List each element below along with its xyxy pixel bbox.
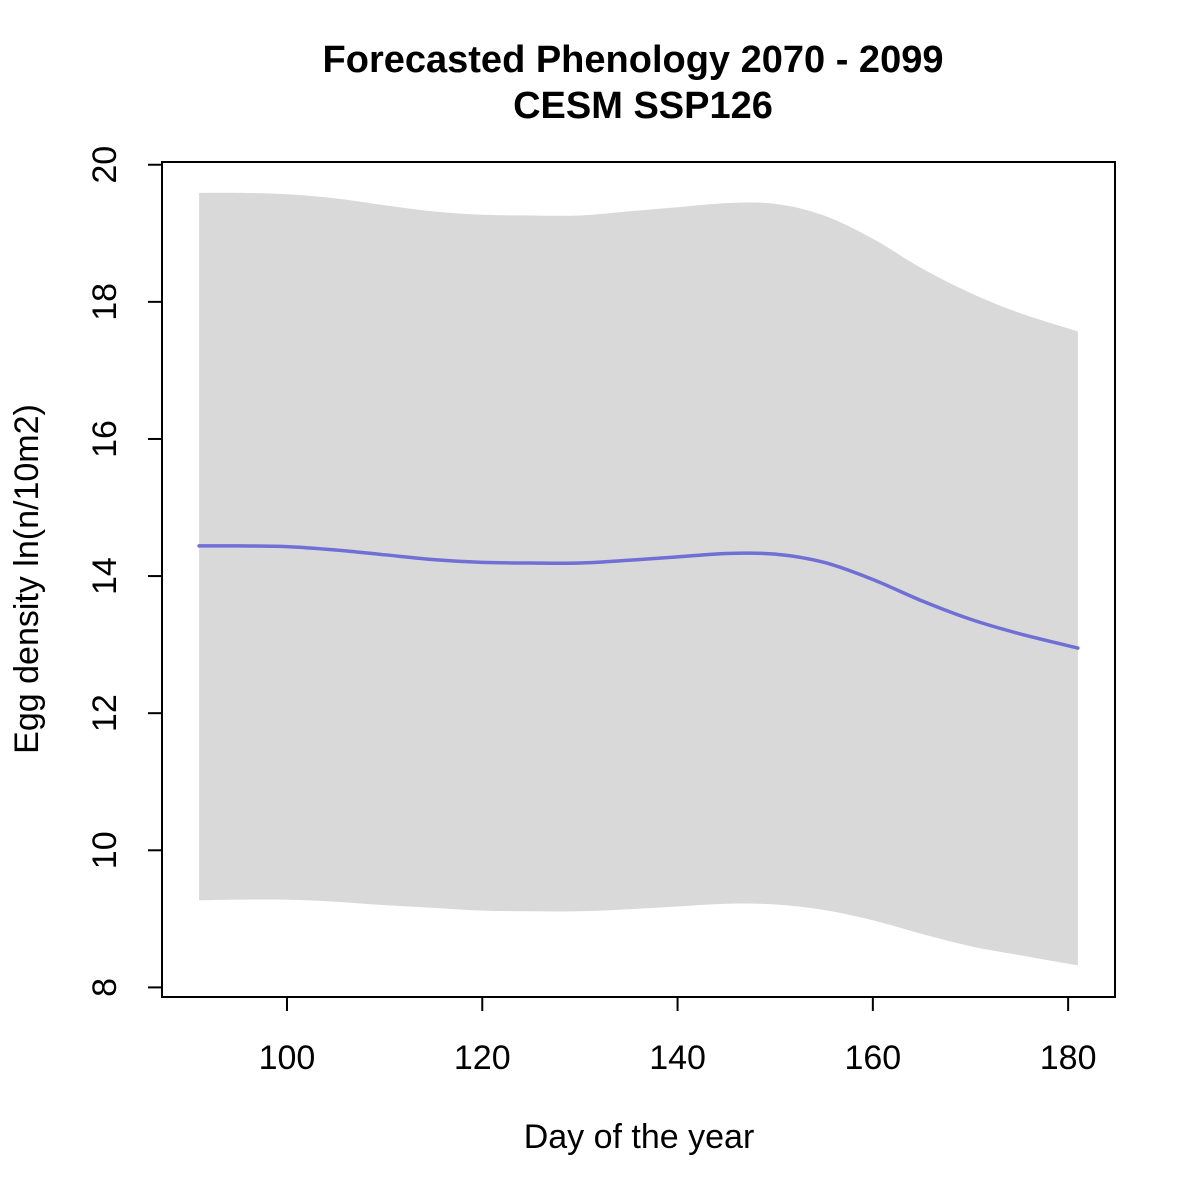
x-tick-label: 120 — [454, 1039, 511, 1077]
fitted-line — [197, 544, 1080, 650]
plot-area — [161, 161, 1116, 998]
y-tick-label: 16 — [86, 420, 124, 458]
y-tick-label: 12 — [86, 694, 124, 732]
x-tick-label: 140 — [649, 1039, 706, 1077]
x-tick-label: 160 — [844, 1039, 901, 1077]
x-axis: 100 120 140 160 180 — [259, 996, 1097, 1077]
y-tick-label: 10 — [86, 831, 124, 869]
y-tick-label: 8 — [86, 978, 124, 997]
y-axis: 8 10 12 14 16 18 20 — [86, 146, 163, 997]
x-tick-label: 180 — [1040, 1039, 1097, 1077]
y-tick-label: 18 — [86, 283, 124, 321]
x-axis-label: Day of the year — [524, 1118, 755, 1156]
y-tick-label: 20 — [86, 146, 124, 184]
x-tick-label: 100 — [259, 1039, 316, 1077]
y-tick-label: 14 — [86, 557, 124, 595]
chart-subtitle: CESM SSP126 — [513, 85, 773, 127]
confidence-band — [199, 192, 1078, 966]
y-axis-label: Egg density ln(n/10m2) — [8, 404, 46, 754]
chart-title: Forecasted Phenology 2070 - 2099 — [323, 39, 944, 81]
